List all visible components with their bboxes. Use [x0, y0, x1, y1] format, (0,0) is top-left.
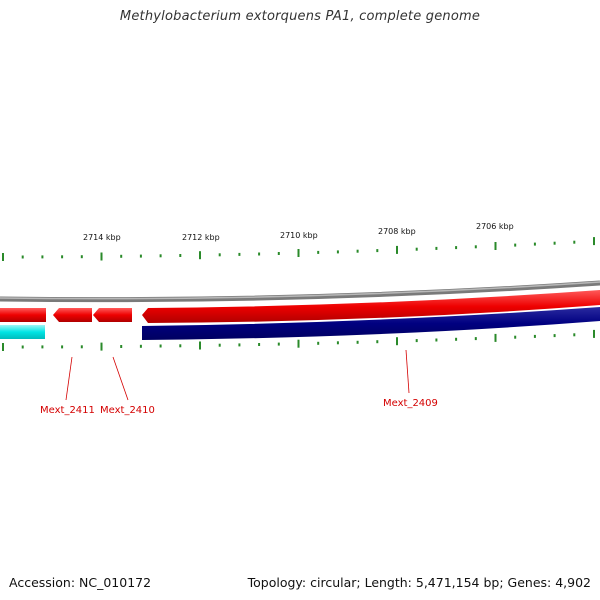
scale-tick-inner-major: [297, 339, 300, 348]
scale-tick-inner-minor: [61, 345, 64, 349]
scale-label-2708: 2708 kbp: [378, 227, 416, 236]
backbone-ring: [0, 280, 600, 303]
scale-label-2714: 2714 kbp: [83, 233, 121, 242]
scale-label-2712: 2712 kbp: [182, 233, 220, 242]
scale-tick-inner-minor: [41, 345, 44, 349]
scale-tick-minor: [533, 242, 536, 246]
forward-gene-left: [0, 308, 46, 322]
gene-arrow-mext-2409: [142, 290, 600, 323]
scale-tick-inner-minor: [455, 337, 458, 341]
scale-tick-inner-minor: [356, 340, 359, 344]
scale-tick-minor: [376, 249, 379, 253]
gene-label-mext-2411: Mext_2411: [40, 405, 95, 416]
scale-tick-major: [100, 252, 103, 261]
scale-tick-inner-minor: [159, 344, 162, 348]
scale-tick-inner-minor: [139, 344, 142, 348]
scale-tick-major: [297, 249, 300, 257]
leader-line-mext-2411: [65, 356, 73, 401]
scale-tick-major: [396, 245, 398, 254]
scale-tick-minor: [435, 246, 438, 250]
scale-tick-inner-minor: [277, 342, 280, 346]
backbone-highlight: [0, 281, 600, 300]
scale-tick-inner-major: [199, 341, 201, 350]
scale-tick-inner-minor: [415, 339, 418, 343]
scale-tick-minor: [553, 241, 556, 245]
genome-summary-text: Topology: circular; Length: 5,471,154 bp…: [247, 575, 591, 590]
genome-title: Methylobacterium extorquens PA1, complet…: [119, 9, 481, 24]
scale-tick-minor: [41, 255, 44, 259]
scale-tick-inner-minor: [238, 343, 241, 347]
scale-tick-minor: [61, 255, 64, 259]
scale-ticks-outer: [2, 237, 595, 261]
scale-tick-inner-minor: [533, 334, 536, 338]
scale-tick-inner-minor: [218, 343, 221, 347]
scale-tick-inner-minor: [317, 341, 320, 345]
scale-tick-major: [199, 251, 201, 260]
scale-tick-minor: [455, 246, 458, 250]
scale-tick-inner-major: [396, 337, 398, 346]
scale-label-2706: 2706 kbp: [476, 222, 514, 231]
scale-tick-minor: [139, 254, 142, 258]
gene-arrow-mext-2411: [53, 308, 92, 322]
scale-tick-minor: [277, 252, 280, 255]
scale-tick-minor: [573, 240, 576, 244]
gene-arrow-mext-2410: [93, 308, 132, 322]
scale-tick-minor: [258, 252, 261, 256]
scale-tick-major: [494, 242, 497, 250]
scale-tick-inner-minor: [258, 343, 261, 346]
scale-tick-inner-minor: [435, 338, 438, 342]
scale-tick-minor: [238, 252, 241, 256]
leader-line-mext-2410: [112, 356, 129, 401]
gene-label-mext-2409: Mext_2409: [383, 398, 438, 409]
scale-tick-inner-minor: [553, 334, 556, 338]
scale-tick-minor: [474, 245, 477, 249]
scale-tick-major: [593, 237, 595, 246]
scale-tick-minor: [218, 253, 221, 257]
scale-tick-inner-minor: [179, 344, 182, 348]
scale-tick-inner-major: [100, 342, 103, 351]
scale-tick-inner-minor: [80, 345, 83, 349]
scale-tick-inner-minor: [336, 341, 339, 345]
scale-tick-inner-minor: [474, 337, 477, 341]
scale-tick-minor: [336, 250, 339, 254]
scale-tick-minor: [415, 247, 418, 251]
scale-tick-minor: [356, 249, 359, 253]
reverse-gene-navy: [142, 307, 600, 340]
scale-ticks-inner: [2, 329, 595, 351]
reverse-gene-cyan: [0, 325, 45, 339]
scale-tick-inner-major: [593, 329, 595, 338]
accession-text: Accession: NC_010172: [9, 575, 152, 590]
scale-tick-minor: [317, 250, 320, 254]
scale-tick-minor: [179, 254, 182, 257]
scale-tick-minor: [80, 255, 83, 259]
scale-label-2710: 2710 kbp: [280, 231, 318, 240]
scale-tick-inner-major: [494, 333, 497, 342]
scale-tick-inner-minor: [21, 345, 24, 349]
scale-tick-minor: [120, 254, 123, 258]
scale-tick-minor: [21, 255, 24, 259]
scale-tick-major: [2, 253, 4, 261]
gene-label-mext-2410: Mext_2410: [100, 405, 155, 416]
scale-tick-inner-minor: [514, 335, 517, 339]
scale-tick-inner-minor: [573, 333, 576, 337]
scale-tick-inner-minor: [120, 345, 123, 348]
scale-tick-inner-minor: [376, 340, 379, 344]
leader-line-mext-2409: [405, 349, 410, 394]
scale-tick-minor: [159, 254, 162, 258]
scale-tick-inner-major: [2, 343, 4, 351]
scale-tick-minor: [514, 243, 517, 247]
